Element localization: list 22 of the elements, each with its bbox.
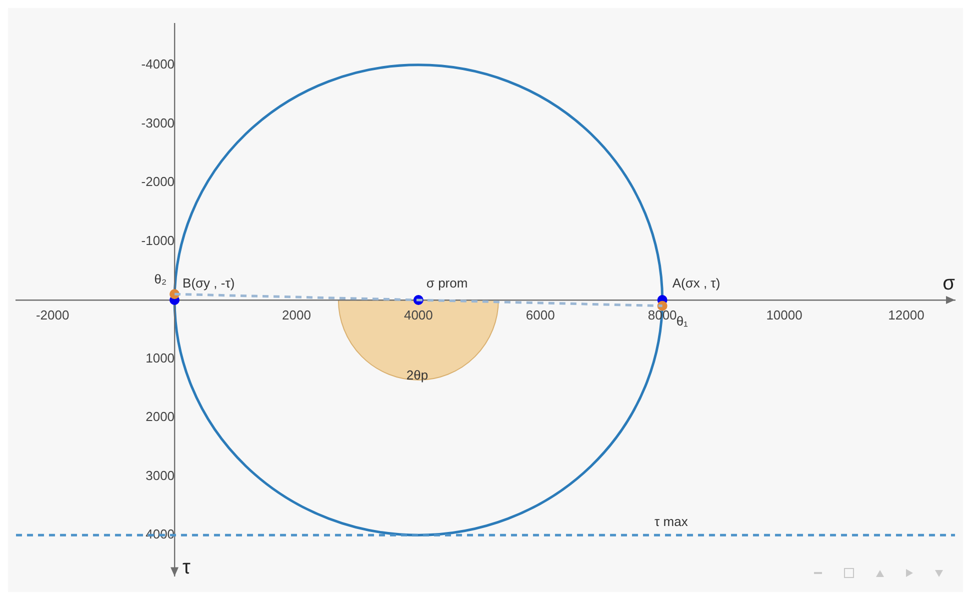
x-axis-title: σ — [942, 272, 956, 295]
y-tick-label: -1000 — [141, 232, 175, 248]
x-tick-label: 12000 — [888, 307, 924, 322]
annotation: B(σy , -τ) — [182, 276, 235, 291]
x-tick-label: 2000 — [282, 307, 311, 322]
ref-line-label: τ max — [654, 514, 688, 530]
y-tick-label: 2000 — [146, 409, 175, 424]
y-tick-label: 3000 — [146, 468, 175, 483]
annotation: θ₂ — [154, 272, 167, 287]
y-tick-label: -2000 — [141, 174, 175, 190]
annotation: A(σx , τ) — [672, 276, 720, 291]
y-tick-label: 1000 — [146, 350, 175, 366]
x-tick-label: 6000 — [526, 307, 555, 322]
annotation: σ prom — [426, 276, 468, 291]
annotation: 2θp — [406, 368, 428, 383]
annotation: θ₁ — [676, 313, 689, 328]
x-tick-label: -2000 — [36, 307, 70, 322]
x-tick-label: 4000 — [404, 307, 433, 322]
y-axis-title: τ — [182, 556, 191, 579]
x-tick-label: 10000 — [766, 307, 802, 322]
y-tick-label: -3000 — [141, 115, 175, 130]
y-tick-label: -4000 — [141, 56, 175, 72]
